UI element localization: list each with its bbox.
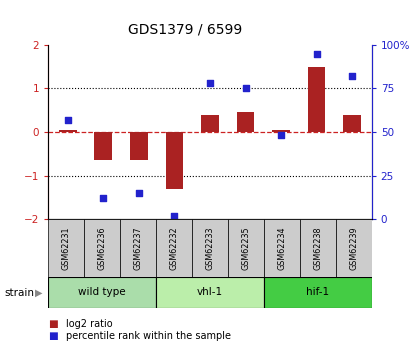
- Text: GSM62237: GSM62237: [134, 227, 143, 270]
- Text: wild type: wild type: [79, 287, 126, 297]
- Bar: [343, 115, 361, 132]
- Bar: [300, 219, 336, 278]
- Point: [278, 133, 284, 138]
- Point: [207, 80, 213, 86]
- Text: strain: strain: [4, 288, 34, 298]
- Bar: [84, 219, 120, 278]
- Point: [100, 195, 107, 201]
- Bar: [156, 219, 192, 278]
- Text: GSM62232: GSM62232: [170, 227, 178, 270]
- Text: GSM62231: GSM62231: [62, 227, 71, 270]
- Bar: [192, 219, 228, 278]
- Bar: [308, 67, 326, 132]
- Bar: [264, 219, 300, 278]
- Bar: [236, 112, 255, 132]
- Point: [313, 51, 320, 56]
- Bar: [48, 219, 84, 278]
- Text: vhl-1: vhl-1: [197, 287, 223, 297]
- Bar: [156, 277, 264, 308]
- Text: GDS1379 / 6599: GDS1379 / 6599: [128, 22, 242, 36]
- Text: GSM62238: GSM62238: [313, 227, 322, 270]
- Text: percentile rank within the sample: percentile rank within the sample: [66, 332, 231, 341]
- Bar: [48, 277, 156, 308]
- Bar: [165, 132, 184, 189]
- Text: GSM62235: GSM62235: [241, 227, 250, 270]
- Bar: [272, 130, 290, 132]
- Text: ■: ■: [48, 332, 58, 341]
- Point: [136, 190, 142, 196]
- Text: log2 ratio: log2 ratio: [66, 319, 113, 329]
- Text: ■: ■: [48, 319, 58, 329]
- Bar: [120, 219, 156, 278]
- Text: ▶: ▶: [35, 288, 43, 298]
- Text: GSM62236: GSM62236: [98, 227, 107, 270]
- Bar: [201, 115, 219, 132]
- Text: GSM62234: GSM62234: [277, 227, 286, 270]
- Bar: [228, 219, 264, 278]
- Point: [171, 213, 178, 218]
- Bar: [59, 130, 77, 132]
- Bar: [264, 277, 372, 308]
- Point: [65, 117, 71, 122]
- Bar: [130, 132, 148, 160]
- Bar: [336, 219, 372, 278]
- Text: GSM62233: GSM62233: [205, 227, 215, 270]
- Bar: [94, 132, 112, 160]
- Text: hif-1: hif-1: [306, 287, 329, 297]
- Point: [242, 86, 249, 91]
- Point: [349, 73, 355, 79]
- Text: GSM62239: GSM62239: [349, 227, 358, 270]
